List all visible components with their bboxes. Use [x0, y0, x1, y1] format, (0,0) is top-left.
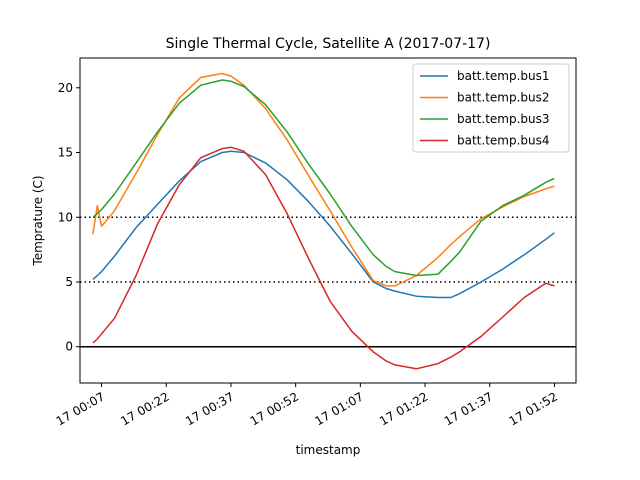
x-tick-label: 17 01:52: [506, 389, 559, 428]
reference-lines: [80, 216, 576, 348]
plot-area-frame: [79, 57, 577, 384]
y-axis-ticks: 0 5 10 15 20: [58, 81, 80, 354]
x-tick-label: 17 00:52: [248, 389, 301, 428]
y-tick-label: 20: [58, 81, 73, 95]
legend-label: batt.temp.bus1: [457, 69, 550, 83]
y-tick-label: 0: [65, 340, 73, 354]
y-tick-label: 15: [58, 146, 73, 160]
legend: batt.temp.bus1 batt.temp.bus2 batt.temp.bu…: [412, 63, 570, 153]
legend-box: [412, 63, 570, 153]
x-axis-label: timestamp: [296, 443, 361, 457]
series-line-batt-temp-bus4: [92, 146, 555, 370]
y-axis-label: Temprature (C): [31, 175, 45, 266]
y-tick-label: 10: [58, 210, 73, 224]
x-tick-label: 17 01:37: [442, 389, 495, 428]
x-tick-label: 17 01:07: [312, 389, 365, 428]
x-tick-label: 17 01:22: [377, 389, 430, 428]
series-lines: [92, 72, 555, 370]
y-tick-label: 5: [65, 275, 73, 289]
series-line-batt-temp-bus1: [92, 150, 555, 299]
series-line-batt-temp-bus3: [92, 79, 555, 277]
legend-label: batt.temp.bus4: [457, 134, 550, 148]
chart-title: Single Thermal Cycle, Satellite A (2017-…: [166, 36, 491, 52]
x-tick-label: 17 00:37: [183, 389, 236, 428]
legend-label: batt.temp.bus3: [457, 112, 550, 126]
x-tick-label: 17 00:22: [118, 389, 171, 428]
x-tick-label: 17 00:07: [54, 389, 107, 428]
x-axis-ticks: 17 00:07 17 00:22 17 00:37 17 00:52 17 01:07…: [54, 383, 560, 428]
legend-label: batt.temp.bus2: [457, 91, 550, 105]
series-line-batt-temp-bus2: [92, 72, 555, 287]
